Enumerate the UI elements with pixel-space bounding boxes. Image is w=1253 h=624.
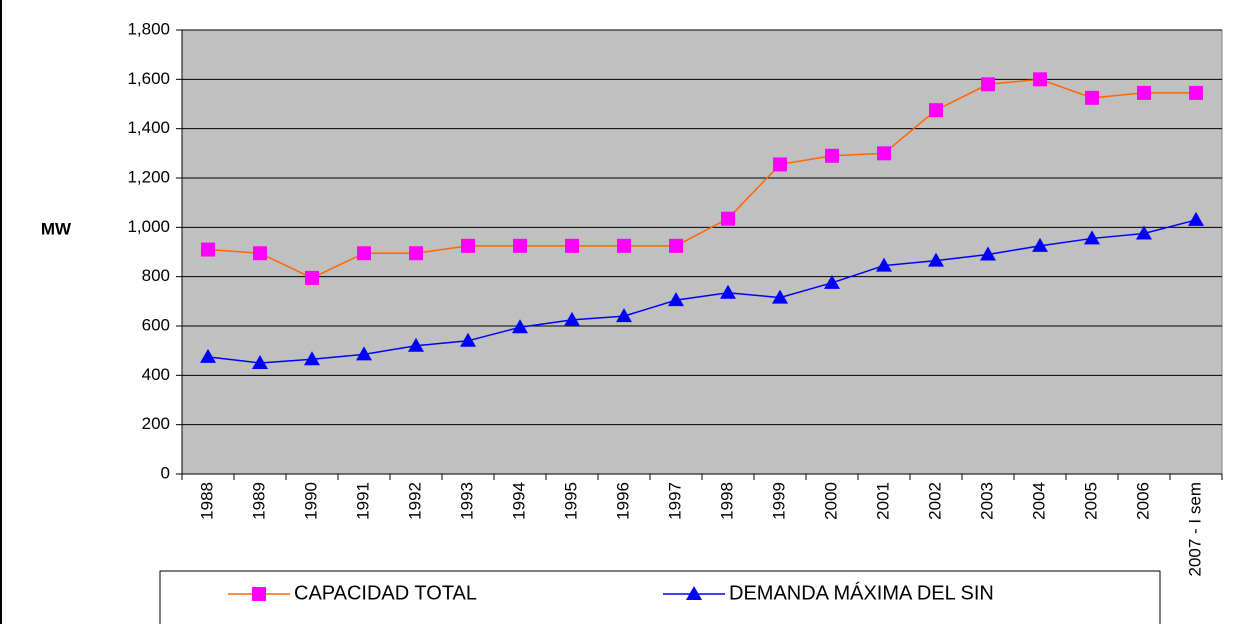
point-marker [1032,237,1048,252]
x-tick-label: 1995 [561,482,580,520]
point-marker [617,238,631,253]
x-tick-label: 2001 [873,482,892,520]
x-tick-label: 1990 [301,482,320,520]
point-marker [1137,85,1151,100]
y-tick-label: 800 [142,266,170,285]
point-marker [1136,225,1152,240]
x-tick-label: 2006 [1133,482,1152,520]
y-tick-label: 1,800 [127,19,170,38]
point-marker [201,242,215,257]
x-tick-label: 2004 [1029,482,1048,520]
y-tick-label: 400 [142,365,170,384]
x-tick-label: 2000 [821,482,840,520]
point-marker [357,246,371,261]
point-marker [929,103,943,118]
point-marker [460,332,476,347]
y-tick-label: 1,600 [127,69,170,88]
point-marker [1188,211,1204,226]
y-tick-label: 600 [142,315,170,334]
x-tick-label: 1999 [769,482,788,520]
point-marker [720,284,736,299]
x-tick-label: 1991 [353,482,372,520]
x-tick-label: 1992 [405,482,424,520]
x-tick-label: 2002 [925,482,944,520]
legend-marker [686,586,702,600]
y-tick-label: 1,000 [127,217,170,236]
point-marker [304,351,320,366]
y-axis-label: MW [41,219,72,238]
point-marker [408,337,424,352]
point-marker [409,246,423,261]
point-marker [253,246,267,261]
x-tick-label: 1994 [509,482,528,520]
x-tick-label: 1989 [249,482,268,520]
x-tick-label: 1988 [197,482,216,520]
point-marker [1085,90,1099,105]
point-marker [721,211,735,226]
point-marker [200,348,216,363]
point-marker [461,238,475,253]
point-marker [305,270,319,285]
point-marker [877,146,891,161]
point-marker [669,238,683,253]
x-tick-label: 1993 [457,482,476,520]
x-tick-label: 2003 [977,482,996,520]
point-marker [772,289,788,304]
x-tick-label: 2007 - I sem [1185,482,1204,577]
point-marker [928,252,944,267]
point-marker [565,238,579,253]
point-marker [876,257,892,272]
point-marker [356,346,372,361]
point-marker [513,238,527,253]
point-marker [512,319,528,334]
point-marker [668,292,684,307]
series-line [207,219,1197,364]
point-marker [1084,230,1100,245]
y-tick-label: 0 [161,463,170,482]
point-marker [980,246,996,261]
y-tick-label: 1,400 [127,118,170,137]
y-tick-label: 200 [142,414,170,433]
point-marker [824,274,840,289]
legend-label: DEMANDA MÁXIMA DEL SIN [729,581,994,604]
point-marker [564,311,580,326]
point-marker [616,308,632,323]
x-tick-label: 2005 [1081,482,1100,520]
point-marker [252,355,268,369]
point-marker [825,148,839,163]
legend-label: CAPACIDAD TOTAL [294,582,477,604]
plot-area [181,29,1223,475]
y-tick-label: 1,200 [127,167,170,186]
x-tick-label: 1998 [717,482,736,520]
legend [159,570,1161,624]
series-line [207,78,1196,279]
x-tick-label: 1996 [613,482,632,520]
point-marker [773,157,787,172]
point-marker [1033,72,1047,87]
point-marker [1189,85,1203,100]
x-tick-label: 1997 [665,482,684,520]
point-marker [981,77,995,92]
legend-marker [252,587,266,601]
